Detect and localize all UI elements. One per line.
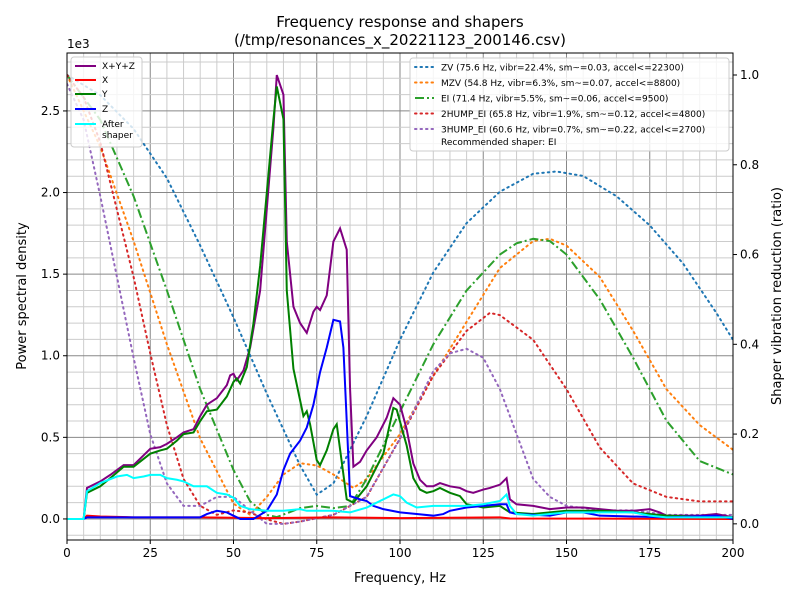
y-tick-label: 0.0 — [41, 512, 60, 526]
x-tick-label: 150 — [555, 546, 578, 560]
chart-title: Frequency response and shapers — [276, 13, 524, 31]
legend-label: EI (71.4 Hz, vibr=5.5%, sm~=0.06, accel<… — [441, 95, 668, 105]
legend-label: MZV (54.8 Hz, vibr=6.3%, sm~=0.07, accel… — [441, 79, 680, 89]
psd-line-2 — [67, 86, 733, 520]
y2-axis-label: Shaper vibration reduction (ratio) — [770, 187, 785, 405]
y-tick-label: 1.5 — [41, 267, 60, 281]
legend-label: X — [102, 76, 108, 86]
legend-label: shaper — [102, 131, 133, 141]
psd-line-3 — [67, 318, 733, 520]
x-tick-label: 75 — [309, 546, 324, 560]
recommended-shaper: Recommended shaper: EI — [441, 138, 556, 148]
y2-tick-label: 0.4 — [740, 337, 759, 351]
psd-line-4 — [67, 473, 733, 520]
y2-tick-label: 0.8 — [740, 158, 759, 172]
y-axis-label: Power spectral density — [15, 222, 30, 370]
y-tick-label: 2.5 — [41, 104, 60, 118]
legend-label: ZV (75.6 Hz, vibr=22.4%, sm~=0.03, accel… — [441, 64, 684, 74]
x-tick-label: 25 — [143, 546, 158, 560]
legend-label: After — [102, 120, 124, 130]
legend-shapers: ZV (75.6 Hz, vibr=22.4%, sm~=0.03, accel… — [409, 57, 730, 152]
y-tick-label: 0.5 — [41, 430, 60, 444]
y-tick-label: 2.0 — [41, 186, 60, 200]
legend-label: X+Y+Z — [102, 62, 135, 72]
legend-label: Z — [102, 105, 108, 115]
x-tick-label: 175 — [638, 546, 661, 560]
y2-tick-label: 0.2 — [740, 427, 759, 441]
x-tick-label: 0 — [63, 546, 71, 560]
legend-label: 3HUMP_EI (60.6 Hz, vibr=0.7%, sm~=0.22, … — [441, 126, 705, 136]
y2-tick-label: 1.0 — [740, 68, 759, 82]
shaper-line-1 — [67, 73, 733, 517]
x-tick-label: 50 — [226, 546, 241, 560]
x-tick-label: 200 — [722, 546, 745, 560]
y-tick-label: 1.0 — [41, 349, 60, 363]
shaper-line-0 — [67, 73, 733, 497]
legend-shapers-box — [409, 57, 730, 152]
y2-tick-label: 0.0 — [740, 517, 759, 531]
chart-subtitle: (/tmp/resonances_x_20221123_200146.csv) — [234, 31, 566, 50]
x-tick-label: 125 — [472, 546, 495, 560]
y2-tick-label: 0.6 — [740, 248, 759, 262]
psd-line-1 — [67, 514, 733, 520]
legend-label: Y — [101, 90, 108, 100]
psd-line-0 — [67, 74, 733, 520]
legend-label: 2HUMP_EI (65.8 Hz, vibr=1.9%, sm~=0.12, … — [441, 110, 705, 120]
y-offset-label: 1e3 — [67, 37, 90, 51]
x-axis-label: Frequency, Hz — [354, 571, 446, 586]
x-tick-label: 100 — [389, 546, 412, 560]
